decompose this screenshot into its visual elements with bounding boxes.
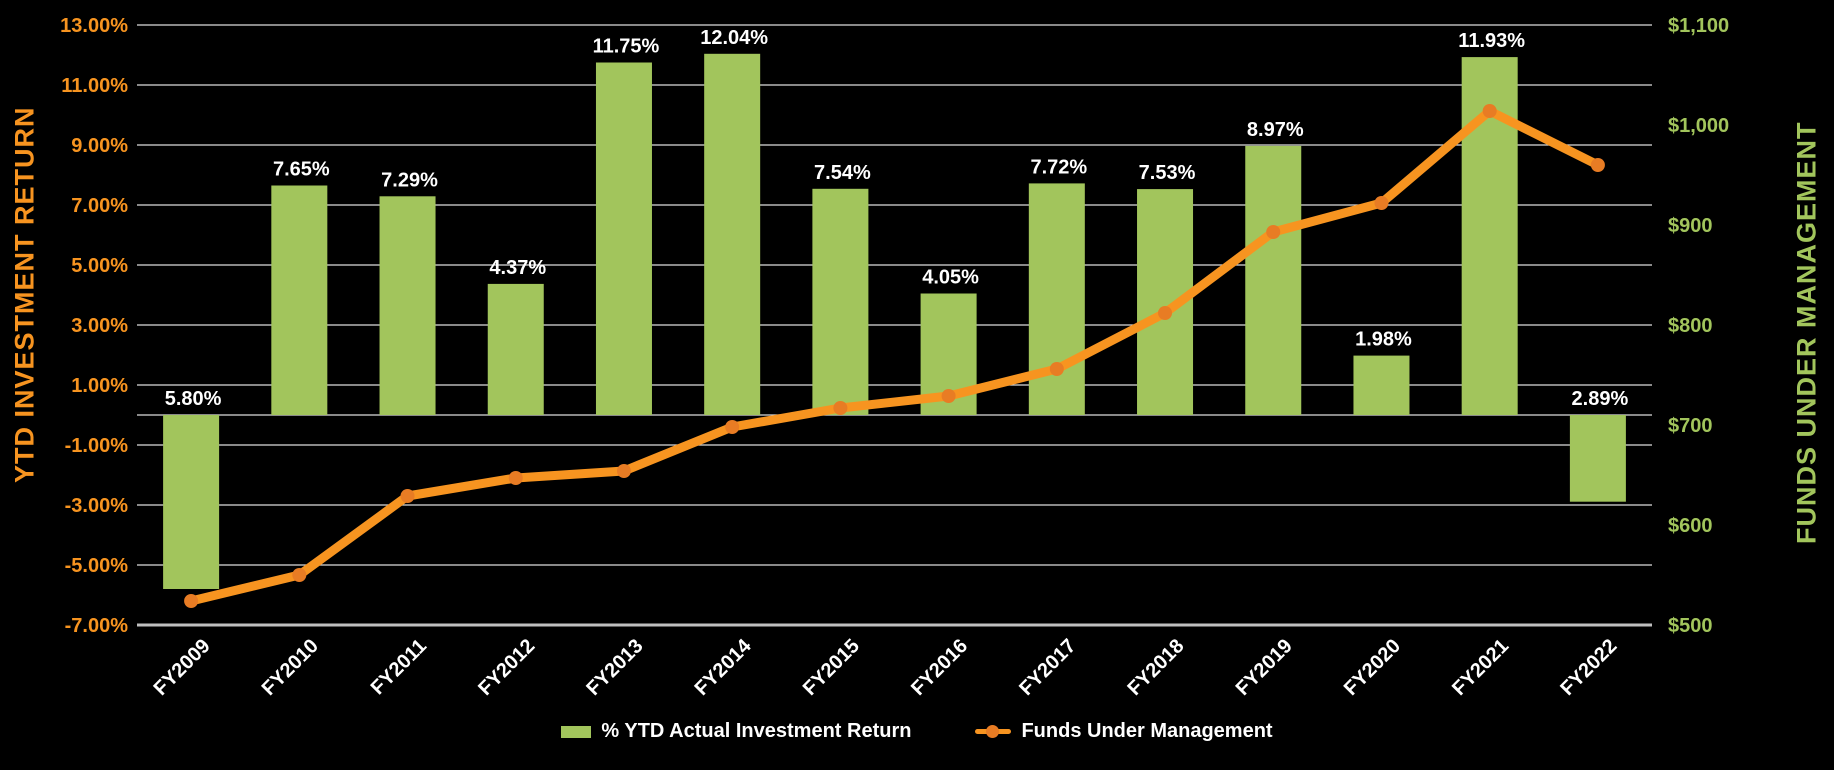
bar-FY2009: [163, 415, 220, 589]
right-tick-label: $500: [1668, 615, 1713, 637]
bar-value-label: 12.04%: [700, 27, 768, 49]
right-axis-title: FUNDS UNDER MANAGEMENT: [1791, 121, 1822, 544]
funds-line: [186, 106, 1603, 606]
funds-marker-FY2010: [292, 568, 307, 582]
funds-marker-FY2009: [184, 594, 199, 608]
x-category-label: FY2010: [258, 635, 323, 700]
bar-FY2020: [1353, 355, 1410, 415]
bar-FY2013: [595, 62, 652, 415]
x-category-label: FY2016: [907, 635, 972, 700]
bar-value-label: 11.75%: [593, 36, 660, 58]
bar-FY2010: [271, 185, 328, 415]
funds-marker-FY2017: [1049, 362, 1064, 376]
bar-value-label: 8.97%: [1247, 119, 1304, 141]
right-tick-label: $700: [1668, 415, 1713, 437]
bar-FY2017: [1028, 183, 1085, 415]
legend-item-funds: Funds Under Management: [975, 720, 1273, 743]
funds-marker-FY2013: [616, 464, 631, 478]
x-category-label: FY2012: [474, 635, 539, 700]
funds-marker-FY2014: [725, 420, 740, 434]
right-tick-label: $900: [1668, 215, 1713, 237]
bar-FY2015: [812, 188, 869, 415]
left-tick-label: -1.00%: [65, 435, 129, 457]
left-tick-label: -5.00%: [65, 555, 129, 577]
bar-value-label: 11.93%: [1458, 30, 1525, 52]
x-category-label: FY2013: [582, 635, 647, 700]
right-tick-label: $1,000: [1668, 115, 1729, 137]
left-tick-label: 5.00%: [71, 255, 128, 277]
left-tick-label: 3.00%: [71, 315, 128, 337]
bar-value-label: 7.72%: [1030, 156, 1087, 178]
left-axis-title: YTD INVESTMENT RETURN: [9, 106, 40, 484]
x-category-label: FY2018: [1123, 635, 1188, 700]
x-category-label: FY2017: [1015, 635, 1080, 700]
bar-FY2011: [379, 196, 436, 415]
right-tick-label: $600: [1668, 515, 1713, 537]
right-tick-label: $1,100: [1668, 15, 1729, 37]
bar-value-label: 1.98%: [1355, 329, 1412, 351]
bar-value-label: 5.80%: [165, 388, 222, 410]
legend-label-funds: Funds Under Management: [1021, 720, 1273, 742]
funds-marker-FY2021: [1482, 104, 1497, 118]
bar-value-label: 4.05%: [922, 267, 979, 289]
funds-marker-FY2018: [1158, 306, 1173, 320]
x-category-label: FY2009: [150, 635, 215, 700]
bar-FY2012: [487, 283, 544, 415]
left-tick-label: 13.00%: [60, 15, 128, 37]
funds-marker-FY2019: [1266, 225, 1281, 239]
left-tick-label: -3.00%: [65, 495, 129, 517]
funds-marker-FY2022: [1590, 158, 1605, 172]
funds-marker-FY2020: [1374, 196, 1389, 210]
bar-value-label: 4.37%: [489, 257, 546, 279]
bar-FY2019: [1245, 145, 1302, 415]
legend-item-investment-return: % YTD Actual Investment Return: [561, 720, 911, 743]
bar-value-label: 7.54%: [814, 162, 871, 184]
bar-value-label: 7.53%: [1139, 162, 1196, 184]
x-category-label: FY2011: [367, 635, 431, 699]
bar-FY2014: [704, 53, 761, 416]
x-category-label: FY2015: [799, 635, 864, 700]
funds-marker-FY2015: [833, 401, 848, 415]
left-tick-label: 7.00%: [71, 195, 128, 217]
left-tick-label: 9.00%: [71, 135, 128, 157]
left-tick-label: -7.00%: [65, 615, 129, 637]
x-category-label: FY2020: [1340, 635, 1405, 700]
bar-value-label: 2.89%: [1572, 388, 1629, 410]
left-tick-label: 1.00%: [71, 375, 128, 397]
left-tick-label: 11.00%: [61, 75, 128, 97]
legend-label-investment-return: % YTD Actual Investment Return: [601, 720, 912, 742]
line-series-swatch-icon: [975, 724, 1012, 739]
funds-marker-FY2011: [400, 489, 415, 503]
funds-marker-FY2012: [508, 471, 523, 485]
x-category-label: FY2021: [1448, 635, 1513, 700]
right-tick-label: $800: [1668, 315, 1713, 337]
x-category-label: FY2022: [1556, 635, 1621, 700]
funds-marker-FY2016: [941, 389, 956, 403]
bar-value-label: 7.65%: [273, 159, 330, 181]
x-category-label: FY2019: [1232, 635, 1297, 700]
bar-series-swatch-icon: [561, 725, 592, 738]
x-category-label: FY2014: [691, 634, 757, 700]
legend: % YTD Actual Investment Return Funds Und…: [0, 720, 1834, 743]
bar-value-label: 7.29%: [381, 169, 438, 191]
bar-FY2022: [1569, 415, 1626, 502]
